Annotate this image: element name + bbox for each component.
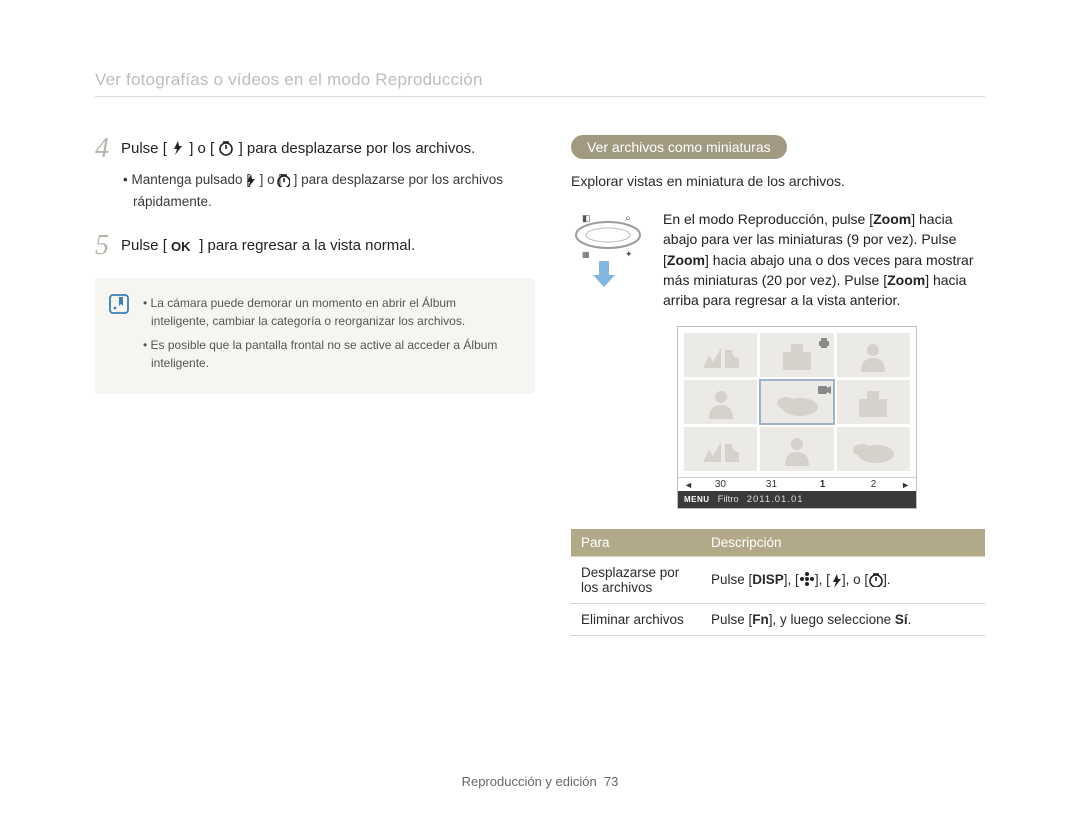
thumb-cell [684, 427, 757, 471]
table-header: Para [571, 529, 701, 557]
step-number: 5 [95, 232, 121, 260]
print-icon [816, 335, 832, 354]
thumb-cell [760, 333, 833, 377]
step-text: Pulse [ ] o [ ] para desplazarse por los… [121, 135, 475, 162]
zoom-instruction: ◧ ⌕ ▦ ✦ En el modo Reproducción, pulse [… [571, 209, 985, 310]
section-intro: Explorar vistas en miniatura de los arch… [571, 173, 985, 189]
svg-text:⌕: ⌕ [625, 213, 631, 224]
thumb-cell-selected [760, 380, 833, 424]
timer-icon [286, 173, 290, 193]
timer-icon [218, 140, 234, 162]
date-scrubber: ◄ 30 31 1 2 ► [678, 477, 916, 491]
thumb-cell [837, 427, 910, 471]
zoom-text: En el modo Reproducción, pulse [Zoom] ha… [663, 209, 985, 310]
chevron-left-icon: ◄ [684, 480, 693, 490]
svg-text:◧: ◧ [582, 213, 591, 223]
table-row: Eliminar archivos Pulse [Fn], y luego se… [571, 604, 985, 636]
page-footer: Reproducción y edición 73 [0, 774, 1080, 789]
thumb-cell [684, 333, 757, 377]
step-4-detail: Mantenga pulsado [ ] o [ ] para desplaza… [95, 171, 535, 212]
note-list: La cámara puede demorar un momento en ab… [141, 294, 517, 378]
note-box: La cámara puede demorar un momento en ab… [95, 278, 535, 394]
ok-icon [171, 239, 195, 259]
thumb-cell [684, 380, 757, 424]
thumb-cell [837, 333, 910, 377]
thumb-cell [837, 380, 910, 424]
timer-icon [868, 572, 883, 590]
table-row: Desplazarse por los archivos Pulse [DISP… [571, 557, 985, 604]
note-item: La cámara puede demorar un momento en ab… [141, 294, 517, 330]
svg-text:✦: ✦ [625, 249, 633, 259]
step-number: 4 [95, 135, 121, 163]
screen-menubar: MENU Filtro 2011.01.01 [678, 491, 916, 508]
flash-icon [254, 173, 256, 193]
zoom-dial-graphic: ◧ ⌕ ▦ ✦ [571, 209, 645, 292]
flower-icon [799, 571, 815, 590]
right-column: Ver archivos como miniaturas Explorar vi… [571, 135, 985, 636]
thumb-cell [760, 427, 833, 471]
menu-label: MENU [684, 495, 710, 504]
video-icon [816, 382, 832, 401]
thumbnail-screen: ◄ 30 31 1 2 ► MENU Filtro 2011.01.01 [677, 326, 917, 509]
table-header: Descripción [701, 529, 985, 557]
section-pill: Ver archivos como miniaturas [571, 135, 787, 159]
flash-icon [830, 573, 842, 590]
note-icon [109, 294, 129, 378]
step-4: 4 Pulse [ ] o [ ] para desplazarse por l… [95, 135, 535, 163]
actions-table: Para Descripción Desplazarse por los arc… [571, 529, 985, 636]
chevron-right-icon: ► [901, 480, 910, 490]
page-header: Ver fotografías o vídeos en el modo Repr… [95, 70, 985, 97]
step-5: 5 Pulse [ ] para regresar a la vista nor… [95, 232, 535, 260]
svg-text:▦: ▦ [582, 250, 590, 259]
left-column: 4 Pulse [ ] o [ ] para desplazarse por l… [95, 135, 535, 636]
step-text: Pulse [ ] para regresar a la vista norma… [121, 232, 415, 259]
flash-icon [171, 140, 185, 162]
note-item: Es posible que la pantalla frontal no se… [141, 336, 517, 372]
